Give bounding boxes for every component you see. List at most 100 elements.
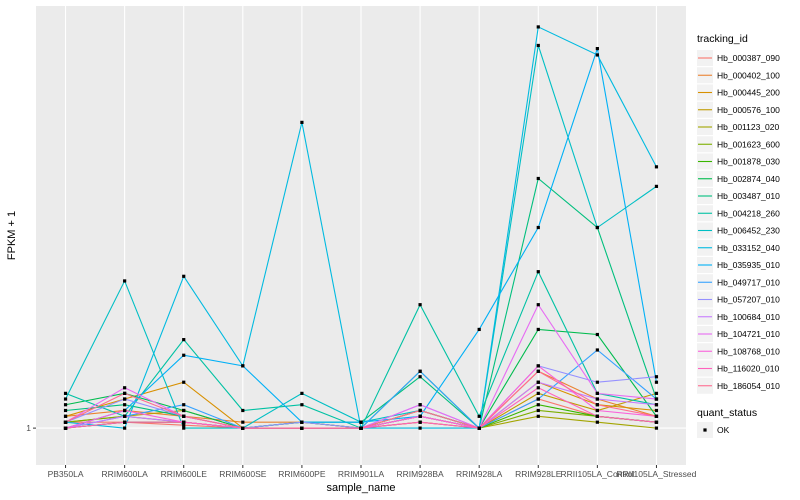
x-axis: PB350LA RRIM600LA RRIM600LE RRIM600SE RRIM60…: [48, 465, 697, 479]
data-point: [654, 426, 659, 430]
data-point: [123, 408, 127, 413]
data-point: [595, 225, 599, 230]
data-point: [300, 391, 304, 395]
legend-label: Hb_104721_010: [717, 329, 780, 339]
legend-label: Hb_003487_010: [717, 191, 780, 201]
data-point: [477, 414, 481, 418]
legend-label: Hb_000387_090: [717, 53, 780, 63]
data-point: [536, 327, 540, 332]
data-point: [477, 426, 481, 430]
data-point: [123, 403, 127, 407]
x-tick-label: RRII105LA_Stressed: [617, 469, 697, 479]
legend-label: Hb_049717_010: [717, 277, 780, 287]
legend-label: Hb_002874_040: [717, 174, 780, 184]
data-point: [63, 420, 68, 424]
data-point: [123, 279, 127, 283]
data-point: [595, 397, 599, 401]
data-point: [536, 364, 540, 368]
data-point: [595, 332, 599, 337]
data-point: [300, 120, 304, 124]
data-point: [536, 408, 540, 413]
x-tick-label: RRIM928BA: [396, 469, 444, 479]
grid: [36, 6, 686, 465]
data-point: [63, 414, 68, 418]
x-tick-label: RRIM928LA: [456, 469, 503, 479]
shape-legend: quant_status OK: [697, 407, 757, 438]
legend-title: tracking_id: [697, 33, 748, 45]
data-point: [595, 408, 599, 413]
shape-legend-swatch: [703, 428, 707, 432]
data-point: [536, 176, 540, 181]
data-point: [418, 420, 422, 424]
data-point: [241, 364, 245, 368]
data-point: [595, 403, 599, 407]
data-point: [536, 225, 540, 230]
x-tick-label: PB350LA: [48, 469, 84, 479]
data-point: [182, 408, 186, 413]
x-tick-label: RRIM901LA: [338, 469, 385, 479]
data-point: [182, 414, 186, 418]
data-point: [300, 420, 304, 424]
data-point: [123, 414, 127, 418]
y-axis-title: FPKM + 1: [6, 211, 18, 260]
data-point: [418, 303, 422, 307]
x-tick-label: RRII105LA_Control: [561, 469, 635, 479]
data-point: [63, 426, 68, 430]
legend-label: Hb_000576_100: [717, 105, 780, 115]
data-point: [418, 375, 422, 379]
data-point: [654, 408, 659, 413]
data-point: [654, 165, 659, 169]
legend-label: Hb_004218_260: [717, 208, 780, 218]
data-point: [63, 391, 68, 395]
x-tick-label: RRIM600LE: [161, 469, 208, 479]
data-point: [595, 380, 599, 384]
data-point: [654, 375, 659, 379]
data-point: [241, 420, 245, 424]
legend-label: Hb_000402_100: [717, 70, 780, 80]
data-point: [300, 403, 304, 407]
data-point: [654, 184, 659, 188]
data-point: [595, 420, 599, 424]
data-point: [536, 270, 540, 274]
data-point: [63, 403, 68, 407]
legend-label: Hb_001123_020: [717, 122, 780, 132]
legend-label: Hb_035935_010: [717, 260, 780, 270]
legend-label: Hb_033152_040: [717, 243, 780, 253]
data-point: [359, 426, 363, 430]
data-point: [536, 380, 540, 384]
data-point: [654, 397, 659, 401]
x-axis-title: sample_name: [326, 482, 395, 494]
data-point: [595, 391, 599, 395]
x-tick-label: RRIM600SE: [219, 469, 267, 479]
data-point: [418, 403, 422, 407]
data-point: [654, 380, 659, 384]
data-point: [418, 414, 422, 418]
legend: tracking_id Hb_000387_090 Hb_000402_100 Hb…: [697, 33, 780, 394]
shape-legend-title: quant_status: [697, 407, 757, 419]
legend-label: Hb_186054_010: [717, 381, 780, 391]
data-point: [123, 386, 127, 390]
legend-label: Hb_001623_600: [717, 139, 780, 149]
data-point: [536, 303, 540, 307]
data-point: [654, 414, 659, 418]
legend-label: Hb_001878_030: [717, 157, 780, 167]
data-point: [595, 414, 599, 418]
data-point: [654, 391, 659, 395]
data-points: [63, 25, 659, 430]
data-point: [536, 386, 540, 390]
data-point: [241, 408, 245, 413]
data-point: [536, 391, 540, 395]
data-point: [536, 403, 540, 407]
data-point: [123, 426, 127, 430]
data-point: [123, 391, 127, 395]
data-point: [536, 414, 540, 418]
data-point: [418, 408, 422, 413]
data-point: [536, 397, 540, 401]
data-point: [536, 369, 540, 373]
data-point: [595, 47, 599, 51]
data-point: [536, 43, 540, 48]
data-point: [595, 53, 599, 57]
data-point: [182, 420, 186, 424]
shape-legend-label: OK: [717, 425, 730, 435]
